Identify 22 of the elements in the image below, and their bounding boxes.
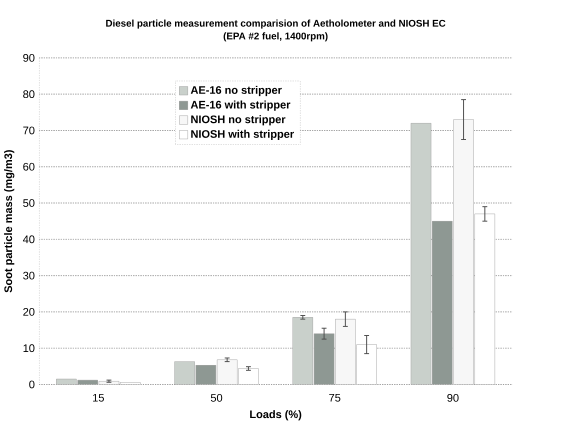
- y-tick-label: 10: [24, 344, 34, 352]
- y-tick-label: 70: [23, 126, 34, 134]
- y-tick-label: 90: [23, 54, 34, 62]
- y-tick-label: 30: [23, 272, 34, 280]
- y-tick-label: 60: [23, 162, 34, 170]
- y-tick-label: 20: [23, 308, 34, 316]
- x-tick-label: 90: [447, 394, 459, 402]
- legend-label: NIOSH with stripper: [191, 130, 294, 140]
- chart-subtitle: (EPA #2 fuel, 1400rpm): [224, 32, 328, 42]
- x-tick-label: 75: [329, 394, 340, 402]
- y-tick-label: 50: [23, 198, 34, 207]
- x-tick-label: 15: [93, 394, 104, 402]
- legend-label: AE-16 with stripper: [190, 100, 290, 111]
- y-tick-label: 80: [23, 90, 34, 98]
- y-axis-title: Soot particle mass (mg/m3): [4, 150, 14, 292]
- y-tick-label: 0: [29, 380, 34, 388]
- legend-label: NIOSH no stripper: [191, 114, 286, 126]
- x-axis-title: Loads (%): [250, 410, 302, 420]
- x-tick-label: 50: [210, 394, 222, 402]
- y-tick-label: 40: [22, 235, 34, 244]
- chart-title: Diesel particle measurement comparision of Aetholometer and NIOSH EC: [106, 19, 446, 28]
- legend-label: AE-16 no stripper: [190, 86, 282, 96]
